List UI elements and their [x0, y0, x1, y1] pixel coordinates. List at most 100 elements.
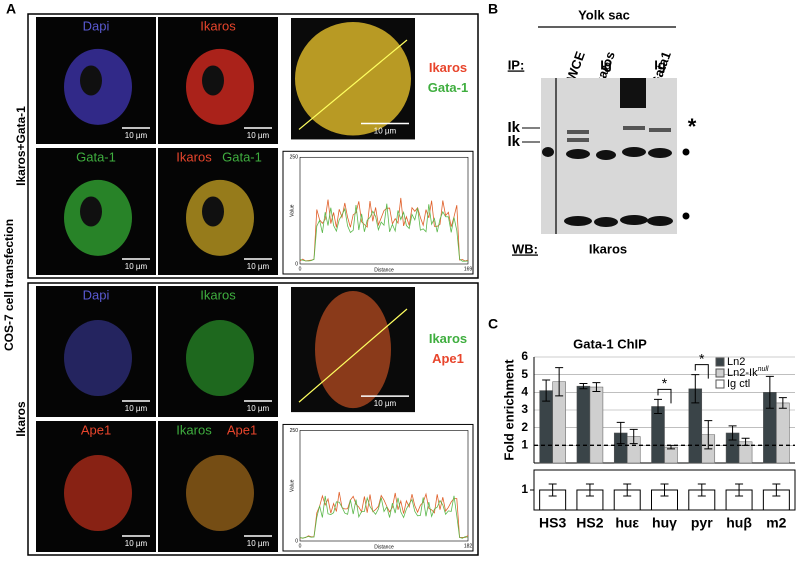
- band: [567, 138, 589, 142]
- x-tick-label: huβ: [726, 515, 752, 531]
- band-star: *: [688, 114, 697, 139]
- cell: [186, 320, 254, 397]
- error-bar: [623, 483, 632, 497]
- row-label: Ikaros+Gata-1: [14, 106, 28, 186]
- x-tick-label: 0: [299, 266, 302, 272]
- channel-label: Ape1: [227, 422, 257, 437]
- panel-label: A: [6, 1, 16, 17]
- panel-label: C: [488, 316, 498, 332]
- legend-swatch: [715, 379, 725, 389]
- channel-label: Dapi: [83, 287, 110, 302]
- error-bar: [548, 483, 557, 497]
- error-bar: [542, 379, 551, 402]
- scale-label: 10 µm: [374, 127, 397, 136]
- legend-swatch: [715, 357, 725, 367]
- wb-label: WB:: [512, 241, 538, 256]
- legend-swatch: [715, 368, 725, 378]
- x-tick-label: 0: [299, 543, 302, 549]
- ip-label: IP:: [508, 57, 525, 72]
- band: [564, 216, 592, 226]
- scale-label: 10 µm: [125, 539, 148, 548]
- y-tick-label: 3: [521, 402, 528, 416]
- profile-trace: [299, 495, 469, 539]
- x-tick-label: m2: [766, 515, 786, 531]
- wb-antibody: Ikaros: [589, 241, 627, 256]
- x-tick-label: HS3: [539, 515, 566, 531]
- band: [594, 217, 618, 227]
- scale-label: 10 µm: [247, 404, 270, 413]
- row-label: Ikaros: [14, 401, 28, 437]
- x-axis-label: Distance: [374, 267, 394, 273]
- band-label: Ik: [507, 119, 520, 136]
- error-bar: [697, 483, 706, 497]
- y-tick-label: 1: [521, 438, 528, 452]
- scale-label: 10 µm: [125, 262, 148, 271]
- nucleolus: [202, 65, 224, 96]
- x-tick-label: 182: [464, 543, 473, 549]
- channel-label: Ape1: [81, 422, 111, 437]
- band: [648, 148, 672, 158]
- band: [542, 147, 554, 157]
- band-label: Ik: [507, 133, 520, 150]
- merge-label: Ape1: [432, 351, 464, 366]
- x-tick-label: HS2: [576, 515, 603, 531]
- band: [623, 126, 645, 130]
- x-tick-label: pyr: [691, 515, 713, 531]
- scale-label: 10 µm: [247, 131, 270, 140]
- scale-label: 10 µm: [125, 404, 148, 413]
- band: [567, 130, 589, 134]
- legend-label: Ln2: [727, 356, 745, 368]
- error-bar: [765, 375, 774, 409]
- y-tick-label: 4: [521, 385, 528, 399]
- cell: [64, 320, 132, 397]
- plot-axes: [299, 430, 469, 542]
- error-bar: [735, 483, 744, 497]
- y-tick-label: 5: [521, 367, 528, 381]
- legend-superscript: null: [758, 366, 769, 373]
- error-bar: [585, 483, 594, 497]
- error-bar: [660, 483, 669, 497]
- channel-label: Ikaros: [176, 149, 212, 164]
- band-dot: [682, 148, 690, 156]
- y-tick-label: 0: [295, 538, 298, 544]
- channel-label: Ikaros: [200, 18, 236, 33]
- annotation: *: [699, 350, 705, 366]
- merge-label: Ikaros: [429, 60, 467, 75]
- channel-label: Gata-1: [222, 149, 262, 164]
- cell: [315, 291, 391, 409]
- channel-label: Ikaros: [176, 422, 212, 437]
- band: [596, 150, 616, 160]
- y-axis-label: Value: [289, 479, 295, 492]
- y-tick-label: 250: [290, 428, 299, 434]
- error-bar: [654, 398, 662, 415]
- channel-label: Ikaros: [200, 287, 236, 302]
- band: [647, 216, 673, 226]
- band: [649, 128, 671, 132]
- block-frame: [27, 282, 479, 556]
- scale-label: 10 µm: [125, 131, 148, 140]
- x-tick-label: 169: [464, 266, 473, 272]
- y2-tick-label: 1: [521, 482, 528, 496]
- error-bar: [704, 420, 713, 450]
- plot-axes: [299, 156, 469, 265]
- y-tick-label: 0: [295, 261, 298, 267]
- merge-label: Gata-1: [428, 80, 468, 95]
- error-bar: [592, 382, 601, 392]
- error-bar: [555, 367, 564, 397]
- band-dot: [682, 212, 690, 220]
- bar: [576, 385, 591, 464]
- cell: [64, 455, 132, 532]
- y-tick-label: 6: [521, 349, 528, 363]
- x-axis-label: Distance: [374, 544, 394, 550]
- y-tick-label: 2: [521, 420, 528, 434]
- band: [622, 147, 646, 157]
- merge-label: Ikaros: [429, 331, 467, 346]
- error-bar: [629, 428, 638, 445]
- cell: [186, 455, 254, 532]
- profile-trace: [299, 491, 469, 539]
- plot-frame: [282, 423, 474, 552]
- lane-label: Ig: [654, 57, 666, 72]
- profile-trace: [299, 197, 469, 262]
